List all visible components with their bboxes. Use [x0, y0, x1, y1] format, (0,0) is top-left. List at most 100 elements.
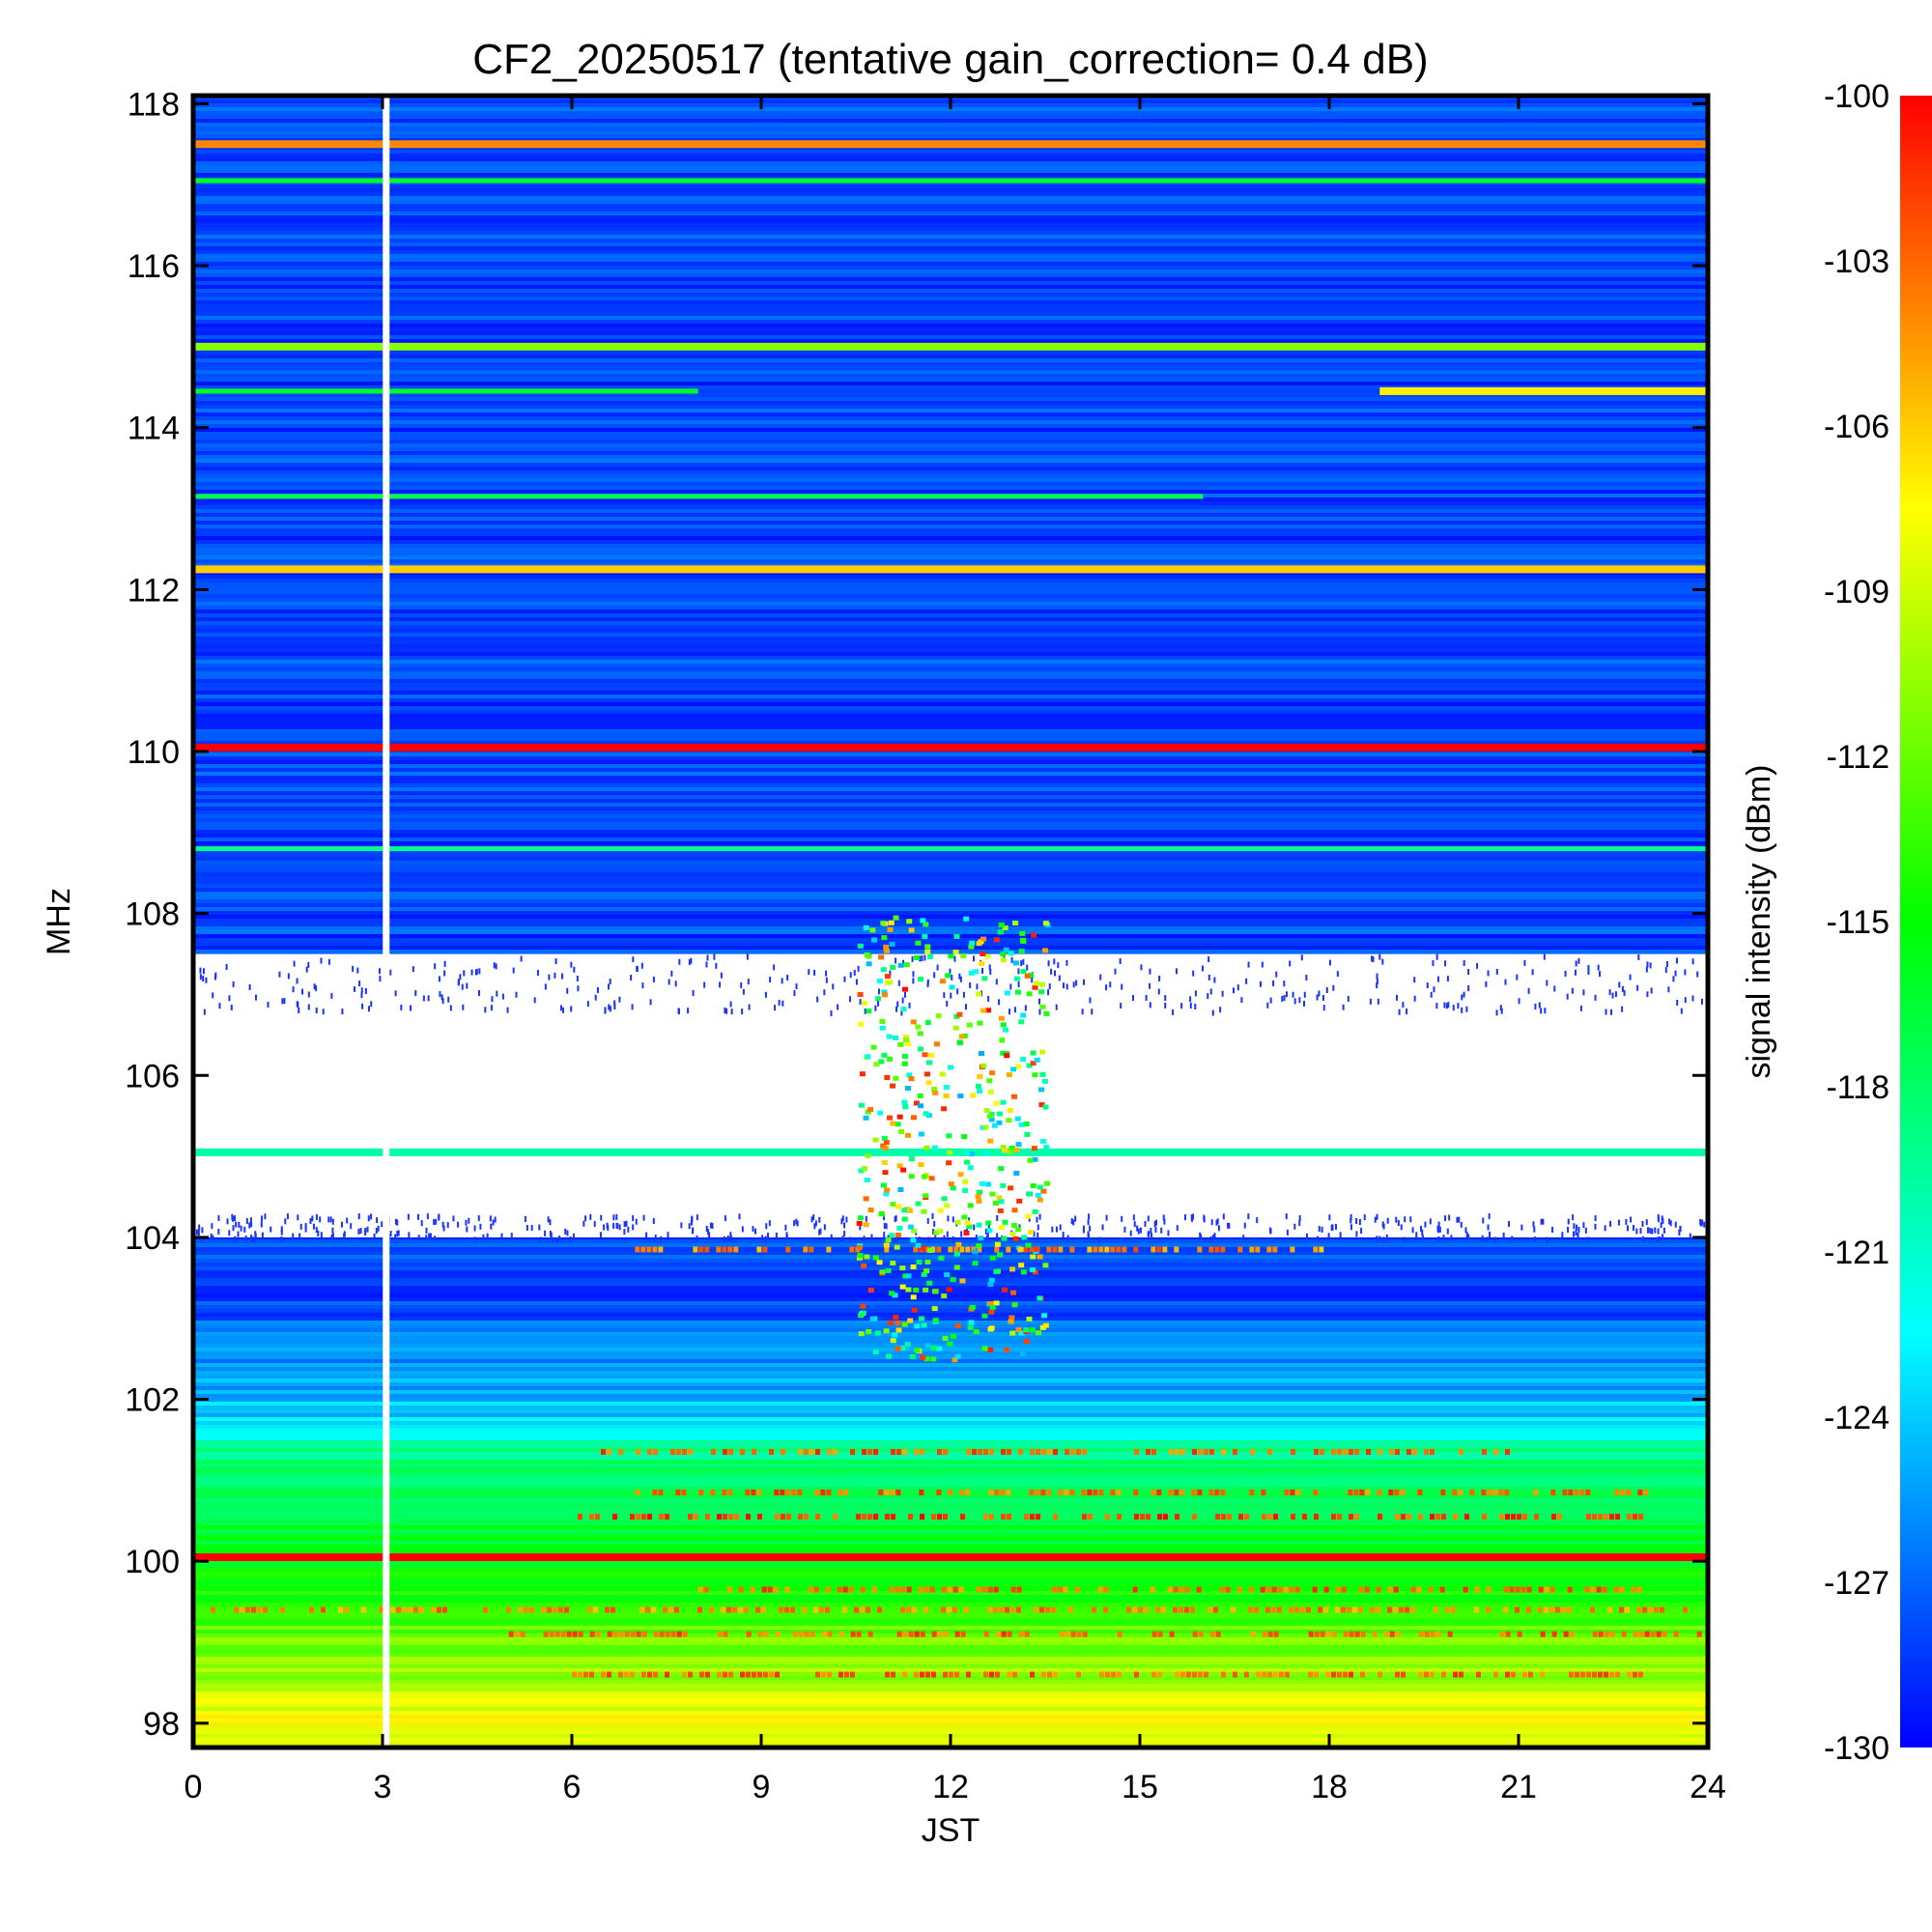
signal-segment	[1354, 1449, 1359, 1456]
signal-segment	[1660, 1606, 1664, 1613]
chart-title: CF2_20250517 (tentative gain_correction=…	[472, 36, 1428, 83]
speckle	[1139, 1227, 1142, 1234]
signal-segment	[848, 1586, 854, 1593]
signal-segment	[867, 1514, 872, 1520]
speckle	[849, 972, 852, 979]
signal-segment	[1343, 1671, 1348, 1678]
activity-cell	[922, 1052, 928, 1058]
activity-cell	[857, 943, 864, 949]
activity-cell	[905, 1041, 912, 1047]
signal-segment	[1290, 1489, 1295, 1495]
speckle	[320, 1232, 323, 1238]
signal-segment	[1511, 1671, 1516, 1678]
noise-row	[193, 432, 1708, 437]
speckle	[1421, 1229, 1424, 1236]
signal-segment	[1482, 1514, 1487, 1520]
activity-cell	[932, 1090, 939, 1095]
speckle	[973, 1224, 976, 1231]
activity-cell	[1033, 1246, 1039, 1252]
activity-cell	[874, 1330, 881, 1336]
signal-segment	[914, 1631, 920, 1637]
activity-cell	[910, 1294, 917, 1300]
speckle	[1436, 1227, 1439, 1234]
signal-segment	[1636, 1586, 1642, 1593]
signal-segment	[1144, 1606, 1149, 1613]
speckle	[264, 1213, 267, 1220]
activity-cell	[973, 1329, 980, 1335]
noise-row	[193, 729, 1708, 734]
speckle	[1247, 1213, 1250, 1220]
activity-cell	[984, 953, 991, 959]
speckle	[921, 955, 923, 962]
noise-row	[193, 1541, 1708, 1546]
speckle	[618, 996, 621, 1003]
signal-segment	[1007, 1631, 1012, 1637]
speckle	[660, 1236, 663, 1242]
speckle	[270, 1226, 272, 1233]
signal-segment	[1198, 1671, 1203, 1678]
signal-segment	[1150, 1586, 1155, 1593]
signal-segment	[995, 1671, 1000, 1678]
noise-row	[193, 1305, 1708, 1310]
signal-segment	[1198, 1449, 1203, 1456]
speckle	[768, 1220, 771, 1227]
speckle	[1047, 960, 1050, 967]
noise-row	[193, 610, 1708, 614]
noise-row	[193, 668, 1708, 672]
speckle	[1575, 1229, 1577, 1236]
activity-cell	[903, 1037, 910, 1043]
activity-cell	[890, 1121, 896, 1126]
noise-row	[193, 1510, 1708, 1515]
speckle	[1691, 995, 1694, 1002]
signal-segment	[630, 1671, 635, 1678]
signal-segment	[798, 1631, 804, 1637]
signal-segment	[1157, 1514, 1162, 1520]
activity-cell	[921, 1322, 927, 1328]
speckle	[378, 968, 381, 975]
speckle	[1647, 1227, 1650, 1234]
signal-segment	[943, 1514, 948, 1520]
signal-band	[193, 494, 1204, 499]
activity-cell	[987, 1089, 994, 1094]
noise-row	[193, 637, 1708, 641]
signal-segment	[784, 1606, 789, 1613]
noise-row	[193, 586, 1708, 591]
speckle	[1495, 1009, 1498, 1016]
signal-segment	[647, 1514, 652, 1520]
speckle	[549, 1219, 552, 1226]
activity-cell	[1021, 1235, 1028, 1240]
speckle	[668, 979, 670, 985]
activity-cell	[937, 1228, 944, 1234]
speckle	[1641, 1220, 1644, 1227]
signal-segment	[1047, 1671, 1052, 1678]
activity-cell	[993, 1268, 1000, 1274]
signal-segment	[1499, 1631, 1505, 1637]
activity-cell	[899, 1284, 906, 1290]
noise-row	[193, 1479, 1708, 1484]
signal-segment	[1290, 1246, 1295, 1253]
noise-row	[193, 532, 1708, 537]
signal-segment	[1029, 1246, 1035, 1253]
signal-segment	[1173, 1606, 1178, 1613]
signal-segment	[1453, 1671, 1458, 1678]
activity-cell	[858, 1331, 865, 1337]
activity-cell	[920, 1354, 926, 1360]
speckle	[1063, 982, 1065, 989]
signal-segment	[698, 1489, 704, 1495]
x-axis-label: JST	[922, 1812, 980, 1849]
speckle	[1065, 983, 1068, 990]
signal-segment	[838, 1671, 843, 1678]
speckle	[293, 960, 296, 967]
speckle	[1123, 1226, 1126, 1233]
signal-segment	[744, 1606, 749, 1613]
noise-row	[193, 1653, 1708, 1658]
signal-segment	[709, 1606, 714, 1613]
signal-segment	[937, 1631, 943, 1637]
activity-cell	[1038, 1087, 1045, 1093]
noise-row	[193, 1448, 1708, 1453]
signal-segment	[263, 1606, 268, 1613]
activity-cell	[1042, 1322, 1049, 1328]
speckle	[1074, 1215, 1077, 1222]
activity-cell	[986, 1078, 993, 1084]
signal-segment	[1294, 1606, 1299, 1613]
